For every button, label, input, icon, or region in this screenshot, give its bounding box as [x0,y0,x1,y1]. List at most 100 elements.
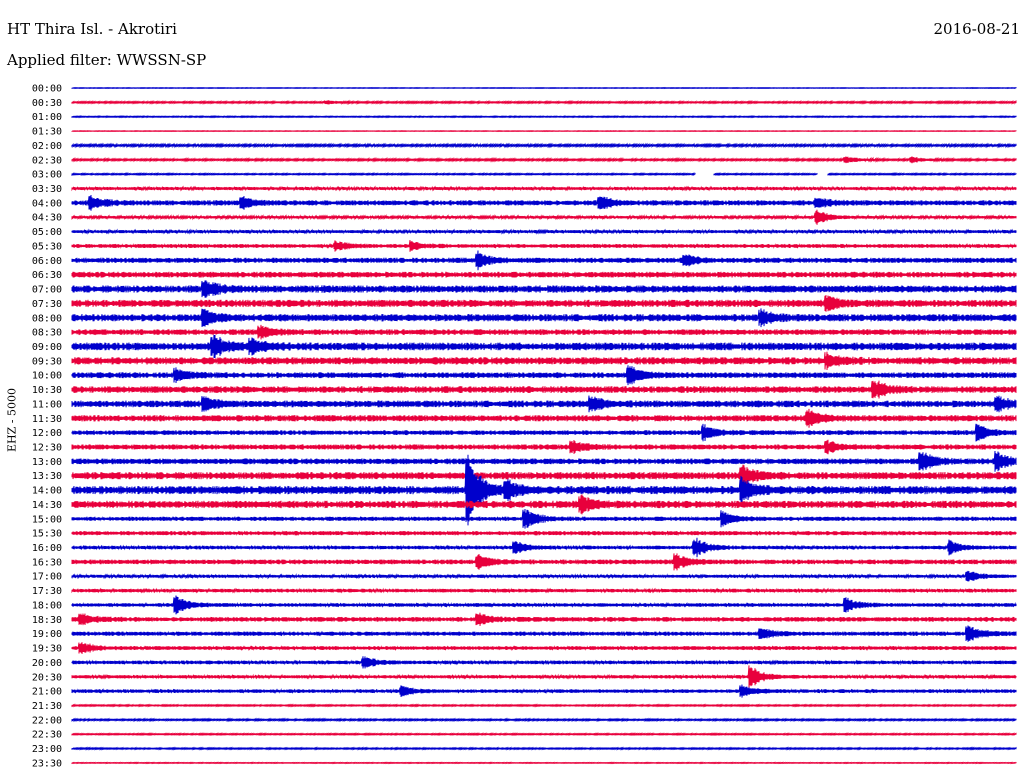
time-tick-label: 00:00 [32,84,62,95]
time-tick-label: 15:00 [32,514,62,525]
filter-label: Applied filter: WWSSN-SP [7,51,207,69]
seismic-trace [71,142,1017,149]
tick-label-group: 00:00 00:30 01:00 01:30 02:00 02:30 03:00 03:30… [32,84,62,770]
time-tick-label: 20:30 [32,672,62,683]
time-tick-label: 13:00 [32,457,62,468]
seismic-trace [71,423,1017,442]
seismic-trace [71,642,1017,654]
time-tick-label: 10:00 [32,371,62,382]
seismic-trace [71,464,1017,487]
seismic-trace [71,86,1017,90]
time-tick-label: 22:00 [32,715,62,726]
time-tick-label: 14:00 [32,486,62,497]
seismic-trace [71,280,1017,298]
time-tick-label: 02:00 [32,141,62,152]
time-tick-label: 08:30 [32,328,62,339]
seismic-trace [71,240,1017,252]
time-tick-label: 09:30 [32,356,62,367]
time-tick-label: 17:30 [32,586,62,597]
seismic-trace [71,746,1017,751]
channel-axis-label: EHZ - 5000 [5,388,19,452]
seismic-trace [71,334,1017,359]
seismic-trace [71,625,1017,642]
seismic-trace [71,99,1017,106]
seismic-trace [71,129,1017,133]
time-tick-label: 07:30 [32,299,62,310]
seismic-trace [71,395,1017,413]
seismic-trace [71,250,1017,271]
time-tick-label: 04:30 [32,213,62,224]
seismic-trace [71,271,1017,278]
time-tick-label: 11:30 [32,414,62,425]
time-tick-label: 02:30 [32,155,62,166]
seismic-trace [71,408,1017,428]
seismic-trace [71,553,1017,571]
time-tick-label: 03:30 [32,184,62,195]
time-tick-label: 14:30 [32,500,62,511]
time-tick-label: 22:30 [32,730,62,741]
time-tick-label: 19:30 [32,644,62,655]
time-tick-label: 10:30 [32,385,62,396]
seismic-trace [71,570,1017,582]
time-tick-label: 01:30 [32,127,62,138]
seismic-trace [71,530,1017,537]
time-tick-label: 09:00 [32,342,62,353]
seismic-trace [71,703,1017,708]
seismic-trace [71,380,1017,399]
time-tick-label: 00:30 [32,98,62,109]
seismic-trace [71,537,1017,558]
seismic-trace [71,365,1017,386]
seismic-trace [71,172,1017,177]
seismic-trace [71,114,1017,119]
time-tick-label: 04:00 [32,198,62,209]
time-tick-label: 06:30 [32,270,62,281]
seismic-trace [71,308,1017,328]
seismic-trace [71,761,1017,765]
date-label: 2016-08-21 [933,20,1020,38]
time-tick-label: 18:00 [32,600,62,611]
time-tick-label: 21:30 [32,701,62,712]
seismic-trace [71,295,1017,312]
seismic-trace [71,185,1017,192]
time-tick-label: 13:30 [32,471,62,482]
seismic-trace [71,439,1017,455]
seismic-trace [71,209,1017,225]
seismic-trace [71,587,1017,594]
seismic-trace [71,228,1017,235]
seismic-trace [71,450,1017,472]
seismic-trace [71,156,1017,164]
time-tick-label: 05:30 [32,241,62,252]
seismic-trace [71,508,1017,529]
seismic-trace [71,454,1017,526]
time-tick-label: 06:00 [32,256,62,267]
seismic-trace [71,732,1017,737]
seismic-trace [71,665,1017,689]
time-tick-label: 07:00 [32,285,62,296]
time-tick-label: 11:00 [32,399,62,410]
time-tick-label: 16:00 [32,543,62,554]
time-tick-label: 16:30 [32,557,62,568]
time-tick-label: 08:00 [32,313,62,324]
time-tick-label: 23:00 [32,744,62,755]
seismic-trace [71,351,1017,371]
seismic-trace [71,612,1017,626]
trace-group [71,86,1017,765]
seismic-trace [71,324,1017,340]
time-tick-label: 17:00 [32,572,62,583]
time-tick-label: 15:30 [32,529,62,540]
time-tick-label: 20:00 [32,658,62,669]
time-tick-label: 19:00 [32,629,62,640]
time-tick-label: 05:00 [32,227,62,238]
seismic-trace [71,194,1017,211]
time-tick-label: 03:00 [32,170,62,181]
time-tick-label: 01:00 [32,112,62,123]
seismic-trace [71,656,1017,669]
time-tick-label: 21:00 [32,687,62,698]
seismic-trace [71,684,1017,698]
time-tick-label: 12:30 [32,443,62,454]
seismic-trace [71,717,1017,723]
seismic-trace [71,494,1017,515]
time-tick-label: 18:30 [32,615,62,626]
seismic-trace [71,595,1017,615]
